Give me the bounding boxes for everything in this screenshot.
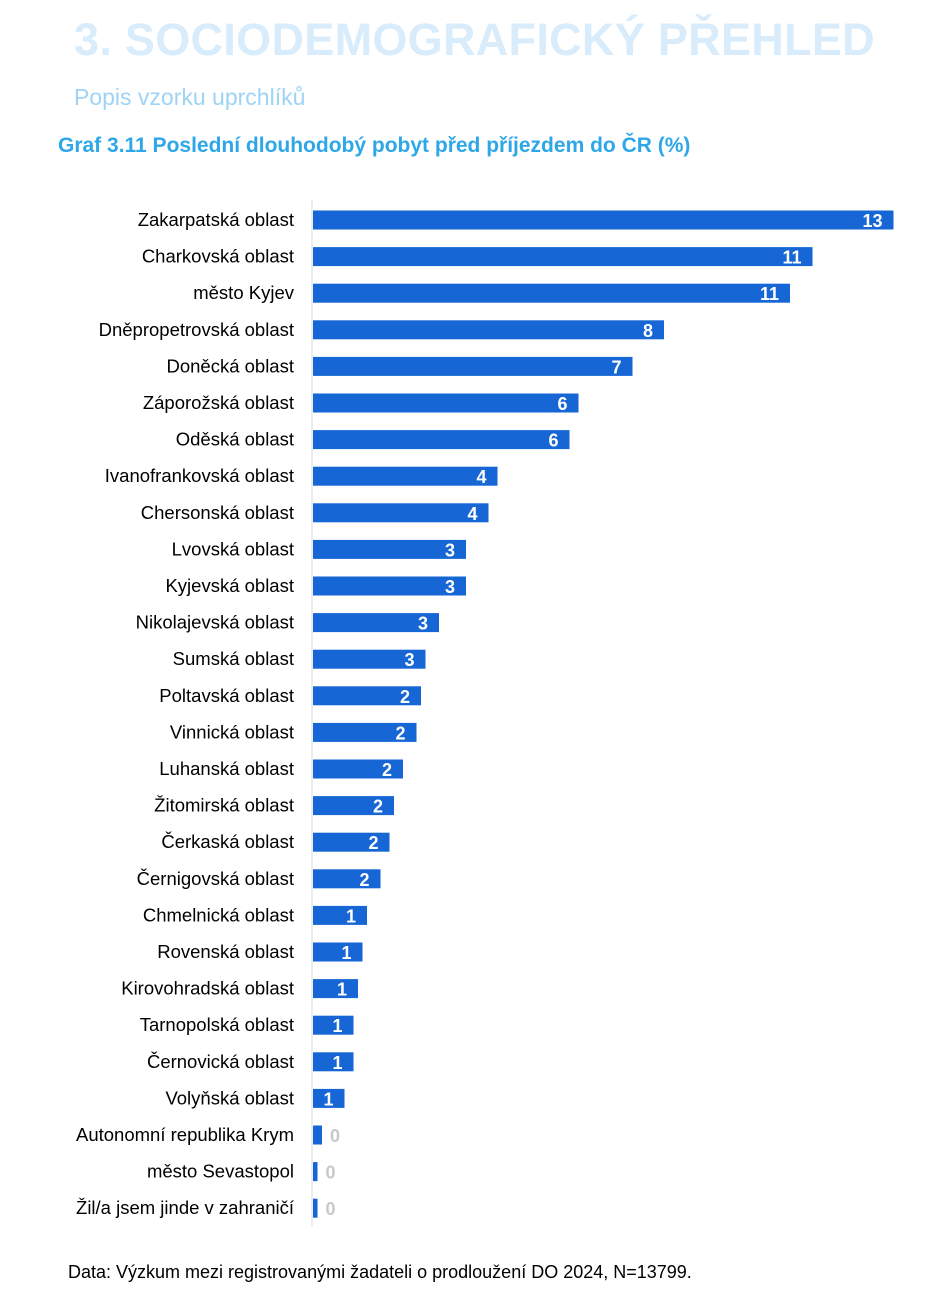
category-label: Žitomirská oblast: [154, 795, 294, 816]
category-label: Poltavská oblast: [159, 685, 294, 706]
value-label: 4: [467, 504, 477, 524]
bar: [313, 1198, 318, 1218]
bar: [313, 1125, 322, 1145]
bar: [313, 759, 403, 779]
value-label: 6: [557, 394, 567, 414]
category-label: Rovenská oblast: [157, 941, 294, 962]
value-label: 3: [445, 577, 455, 597]
category-label: Lvovská oblast: [172, 538, 294, 559]
value-label: 3: [418, 614, 428, 634]
category-label: Kirovohradská oblast: [121, 978, 294, 999]
bar: [313, 576, 466, 596]
value-label: 2: [382, 760, 392, 780]
value-label: 2: [395, 723, 405, 743]
bar: [313, 503, 489, 523]
value-label: 11: [782, 248, 801, 268]
value-label: 1: [323, 1089, 333, 1109]
category-label: Charkovská oblast: [142, 246, 294, 267]
bar: [313, 1088, 345, 1108]
category-label: Sumská oblast: [173, 648, 294, 669]
category-label: Kyjevská oblast: [165, 575, 294, 596]
category-label: Dněpropetrovská oblast: [99, 319, 294, 340]
bar: [313, 283, 790, 303]
category-label: město Kyjev: [193, 282, 295, 303]
category-label: Zakarpatská oblast: [138, 209, 294, 230]
section-title: 3. SOCIODEMOGRAFICKÝ PŘEHLED: [74, 14, 875, 65]
bar: [313, 210, 894, 230]
bar: [313, 466, 498, 486]
value-label: 2: [400, 687, 410, 707]
bar: [313, 1052, 354, 1072]
value-label: 1: [346, 906, 356, 926]
category-label: město Sevastopol: [147, 1161, 294, 1182]
value-label: 0: [330, 1126, 340, 1146]
category-label: Čerkaská oblast: [161, 831, 294, 852]
bar: [313, 539, 466, 559]
value-label: 2: [359, 870, 369, 890]
value-label: 1: [332, 1016, 342, 1036]
bar: [313, 686, 421, 706]
category-label: Chersonská oblast: [141, 502, 294, 523]
category-label: Nikolajevská oblast: [136, 612, 294, 633]
category-label: Černovická oblast: [147, 1051, 294, 1072]
value-label: 11: [760, 284, 779, 304]
bar: [313, 832, 390, 852]
bar: [313, 1162, 318, 1182]
value-label: 3: [445, 540, 455, 560]
value-label: 1: [341, 943, 351, 963]
source-footnote: Data: Výzkum mezi registrovanými žadatel…: [68, 1262, 692, 1282]
value-label: 2: [368, 833, 378, 853]
category-label: Luhanská oblast: [159, 758, 294, 779]
value-label: 7: [611, 357, 621, 377]
value-label: 6: [548, 431, 558, 451]
bar: [313, 905, 367, 925]
category-label: Ivanofrankovská oblast: [105, 465, 294, 486]
value-label: 4: [476, 467, 486, 487]
category-label: Autonomní republika Krym: [76, 1124, 294, 1145]
bar: [313, 869, 381, 889]
chart-title: Graf 3.11 Poslední dlouhodobý pobyt před…: [58, 134, 691, 157]
bar: [313, 722, 417, 742]
bar: [313, 613, 439, 633]
bar: [313, 979, 358, 999]
category-label: Vinnická oblast: [170, 721, 294, 742]
category-label: Doněcká oblast: [166, 355, 294, 376]
bar: [313, 356, 633, 376]
value-label: 2: [373, 797, 383, 817]
value-label: 0: [326, 1199, 336, 1219]
bar: [313, 430, 570, 450]
value-label: 0: [326, 1163, 336, 1183]
value-label: 1: [337, 980, 347, 1000]
category-label: Záporožská oblast: [143, 392, 294, 413]
section-subtitle: Popis vzorku uprchlíků: [74, 84, 306, 110]
category-label: Oděská oblast: [176, 429, 294, 450]
bar: [313, 320, 664, 340]
category-label: Tarnopolská oblast: [140, 1014, 294, 1035]
bar: [313, 1015, 354, 1035]
value-label: 3: [404, 650, 414, 670]
value-label: 8: [643, 321, 653, 341]
category-label: Chmelnická oblast: [143, 904, 294, 925]
bar: [313, 247, 813, 267]
category-label: Černigovská oblast: [137, 868, 294, 889]
category-label: Žil/a jsem jinde v zahraničí: [76, 1197, 295, 1218]
category-label: Volyňská oblast: [165, 1087, 294, 1108]
bar: [313, 942, 363, 962]
bar: [313, 796, 394, 816]
bar: [313, 649, 426, 669]
value-label: 1: [332, 1053, 342, 1073]
bar: [313, 393, 579, 413]
value-label: 13: [862, 211, 882, 231]
